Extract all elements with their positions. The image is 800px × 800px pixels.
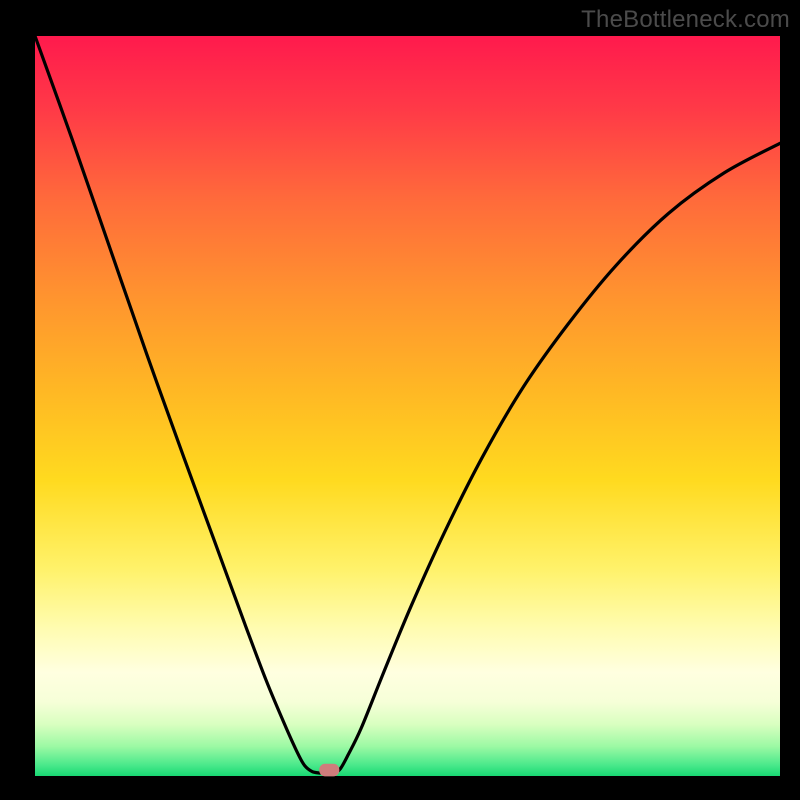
optimal-point-marker — [319, 764, 339, 777]
gradient-background — [35, 36, 780, 776]
watermark-text: TheBottleneck.com — [581, 6, 790, 34]
chart-svg — [0, 0, 800, 800]
bottleneck-chart: TheBottleneck.com — [0, 0, 800, 800]
